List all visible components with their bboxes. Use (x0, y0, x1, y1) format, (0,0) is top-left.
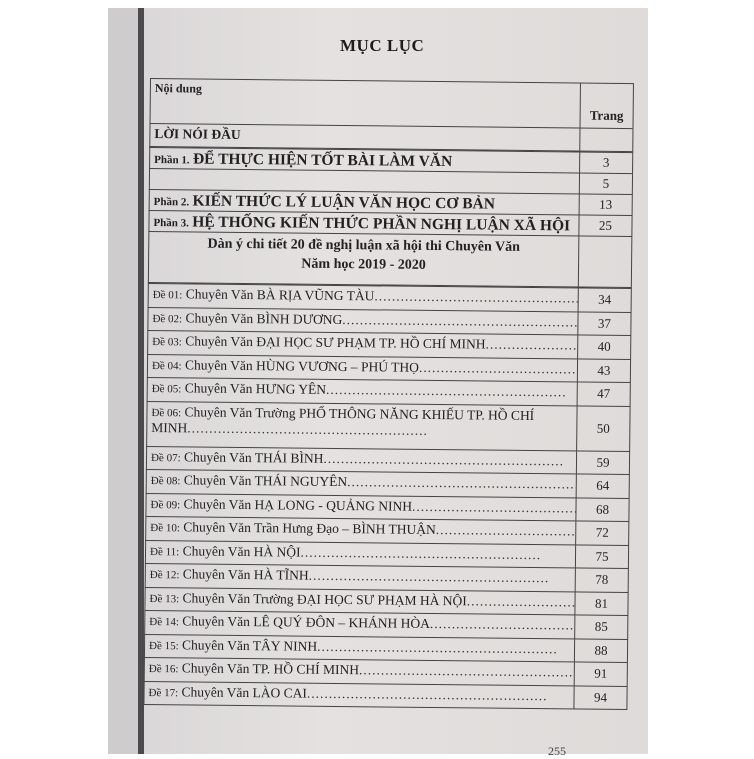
entry-number: Đề 17: (148, 686, 179, 699)
entry-number: Đề 12: (149, 569, 180, 582)
entry-page: 85 (574, 615, 629, 639)
entry-number: Đề 04: (151, 359, 182, 372)
entry-page: 94 (573, 685, 628, 710)
table-header-row: Nội dung Trang (149, 78, 634, 130)
entry-page: 75 (574, 544, 630, 569)
entry-number: Đề 09: (150, 498, 181, 511)
entry-page: 88 (573, 638, 629, 663)
entry-title: Chuyên Văn THÁI BÌNH (183, 448, 324, 466)
entry-title: Chuyên Văn HÀ NỘI (182, 542, 301, 560)
entry-number: Đề 10: (150, 522, 180, 535)
entry-title: Chuyên Văn TP. HỒ CHÍ MINH (181, 660, 360, 678)
toc-subtitle-row: Dàn ý chi tiết 20 đề nghị luận xã hội th… (147, 231, 633, 289)
page-number: 255 (548, 744, 566, 758)
entry-page: 37 (577, 311, 632, 336)
entry-title-cont: MINH (151, 419, 188, 435)
entry-title: Chuyên Văn LÊ QUÝ ĐÔN – KHÁNH HÒA (182, 613, 431, 631)
entry-number: Đề 03: (152, 336, 182, 349)
previous-page-edge (108, 8, 138, 754)
entry-page: 64 (575, 474, 630, 498)
part-prefix: Phần 2. (153, 196, 190, 209)
entry-title: Chuyên Văn ĐẠI HỌC SƯ PHẠM TP. HỒ CHÍ MI… (185, 333, 486, 352)
entry-page: 72 (575, 521, 630, 545)
part-heading: ĐỂ THỰC HIỆN TỐT BÀI LÀM VĂN (192, 150, 453, 171)
toc-table: Nội dung Trang LỜI NÓI ĐẦU Phần 1. ĐỂ TH… (143, 78, 634, 711)
entry-number: Đề 16: (148, 663, 179, 676)
part-heading: HỆ THỐNG KIẾN THỨC PHẦN NGHỊ LUẬN XÃ HỘI (192, 213, 571, 235)
part-page: 5 (578, 173, 634, 195)
entry-number: Đề 01: (152, 289, 183, 302)
entry-number: Đề 14: (149, 616, 180, 629)
header-content: Nội dung (154, 81, 202, 96)
entry-number: Đề 13: (149, 592, 180, 605)
entry-number: Đề 15: (148, 639, 179, 652)
entry-title: Chuyên Văn HÀ TĨNH (182, 566, 309, 583)
entry-title: Chuyên Văn HƯNG YÊN (184, 380, 327, 397)
entry-page: 68 (575, 497, 630, 522)
part-page: 13 (578, 194, 633, 216)
entry-title: Chuyên Văn THÁI NGUYÊN (183, 472, 348, 490)
part-prefix: Phần 1. (154, 154, 190, 167)
entry-number: Đề 07: (150, 451, 181, 464)
intro-label: LỜI NÓI ĐẦU (154, 126, 241, 142)
entry-page: 78 (574, 568, 629, 592)
part-page: 25 (578, 215, 633, 237)
entry-title: Chuyên Văn BÌNH DƯƠNG (185, 309, 343, 327)
entry-title: Chuyên Văn Trường ĐẠI HỌC SƯ PHẠM HÀ NỘI (182, 589, 467, 608)
entry-page: 47 (576, 382, 631, 406)
part-heading: KIẾN THỨC LÝ LUẬN VĂN HỌC CƠ BẢN (192, 192, 496, 213)
entry-page: 91 (573, 662, 628, 686)
entry-page: 50 (576, 405, 631, 451)
entry-number: Đề 05: (151, 383, 182, 396)
entry-number: Đề 02: (152, 312, 183, 325)
part-prefix: Phần 3. (153, 217, 190, 230)
toc-row-entry: Đề 17: Chuyên Văn LÀO CAI...............… (143, 681, 628, 711)
entry-page: 59 (575, 450, 631, 475)
book-page (108, 8, 648, 754)
entry-title: Chuyên Văn HẠ LONG - QUẢNG NINH (183, 495, 413, 514)
entry-page: 43 (576, 358, 632, 383)
entry-title: Chuyên Văn Trần Hưng Đạo – BÌNH THUẬN (183, 519, 436, 538)
entry-number: Đề 06: (151, 406, 182, 419)
page-title: MỤC LỤC (340, 36, 425, 55)
entry-page: 34 (577, 288, 632, 312)
entry-number: Đề 08: (150, 475, 181, 488)
entry-number: Đề 11: (149, 545, 180, 558)
entry-title: Chuyên Văn HÙNG VƯƠNG – PHÚ THỌ (184, 356, 420, 375)
entry-page: 40 (577, 335, 632, 359)
toc-row-entry: Đề 06: Chuyên Văn Trường PHỔ THÔNG NĂNG … (146, 401, 631, 452)
entry-title: Chuyên Văn LÀO CAI (181, 683, 308, 701)
header-page: Trang (579, 83, 634, 129)
entry-page: 81 (574, 591, 629, 616)
part-page: 3 (579, 152, 634, 174)
entry-title: Chuyên Văn BÀ RỊA VŨNG TÀU (185, 286, 375, 304)
entry-title: Chuyên Văn TÂY NINH (182, 636, 318, 654)
book-spine (138, 8, 144, 754)
